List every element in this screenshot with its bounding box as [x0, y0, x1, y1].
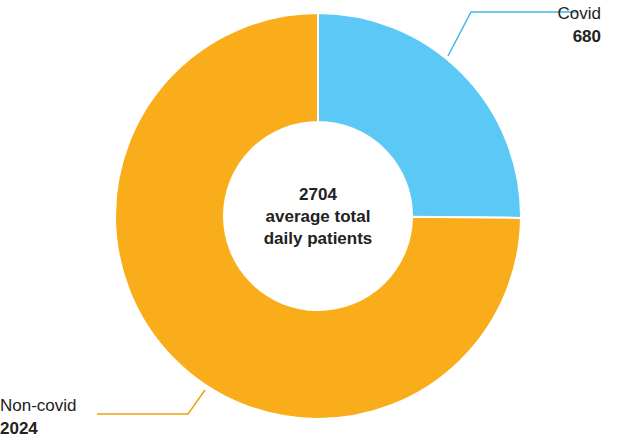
slice-label: Non-covid: [0, 396, 77, 415]
leader-line: [97, 390, 205, 414]
center-text-line: average total: [266, 207, 371, 226]
slice-value: 2024: [0, 419, 38, 436]
slice: [318, 13, 521, 218]
slice-value: 680: [573, 27, 601, 46]
center-text-line: daily patients: [264, 229, 373, 248]
slices: [115, 13, 521, 419]
slice-label: Covid: [558, 4, 601, 23]
slice: [115, 13, 521, 419]
chart: Covid 680 Non-covid 2024 2704 average total da…: [0, 0, 640, 436]
center-value: 2704: [299, 185, 337, 204]
center-text: average total daily patients: [264, 207, 373, 248]
